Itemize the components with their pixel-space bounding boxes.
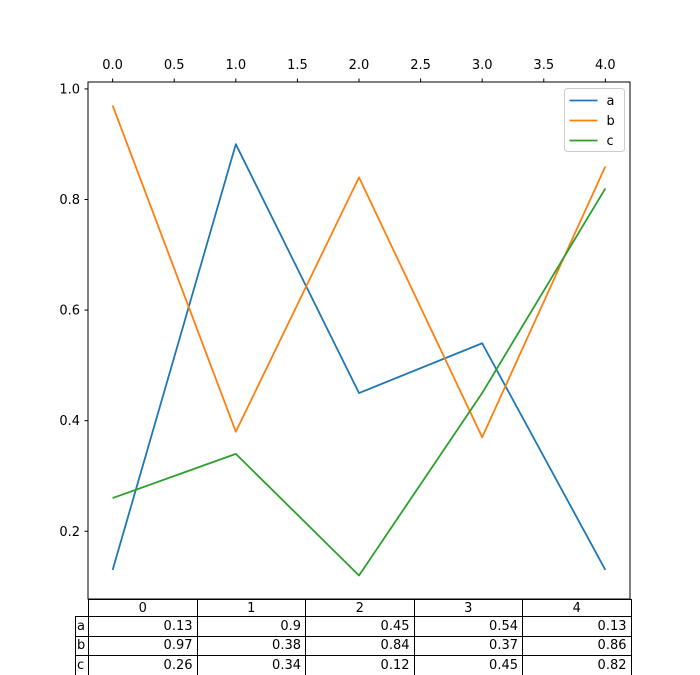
table-cell: 0.84 <box>305 635 415 656</box>
table-cell: 0.86 <box>522 635 632 656</box>
series-line-c <box>112 187 607 577</box>
table-cell: 0.34 <box>196 655 306 675</box>
table-cell: 0.45 <box>413 655 523 675</box>
x-tick-label: 3.0 <box>472 58 493 73</box>
x-tick-label: 1.0 <box>225 58 246 73</box>
series-line-b <box>111 105 607 439</box>
series-line-a <box>111 143 607 571</box>
y-tick-label: 0.6 <box>59 304 80 319</box>
y-tick-label: 0.4 <box>59 414 80 429</box>
table-cell: 0.82 <box>522 655 632 675</box>
y-tick-label: 0.2 <box>59 525 80 540</box>
y-tick-label: 0.8 <box>59 193 80 208</box>
table-row-a: a 0.13 0.9 0.45 0.54 0.13 <box>75 616 632 637</box>
x-tick-label: 1.5 <box>287 58 308 73</box>
y-tick-label: 1.0 <box>59 82 80 97</box>
table-header-cell: 2 <box>305 599 415 617</box>
table-header-cell: 0 <box>88 599 198 617</box>
plot-frame <box>87 81 631 600</box>
table-cell: 0.26 <box>88 655 198 675</box>
x-tick-label: 3.5 <box>533 58 554 73</box>
data-table: 0 1 2 3 4 a 0.13 0.9 0.45 0.54 0.13 b 0.97 0.38 0.84 0.… <box>75 599 632 675</box>
x-tick-label: 2.5 <box>410 58 431 73</box>
table-header-cell: 1 <box>196 599 306 617</box>
chart-value-table: 0 1 2 3 4 a 0.13 0.9 0.45 0.54 0.13 b 0.97 0.38 0.84 0.… <box>75 599 632 675</box>
table-row-label: b <box>75 635 89 656</box>
table-cell: 0.54 <box>413 616 523 637</box>
table-header-cell: 4 <box>522 599 632 617</box>
table-header-cell: 3 <box>413 599 523 617</box>
table-corner-cell <box>76 600 89 617</box>
table-cell: 0.38 <box>196 635 306 656</box>
legend-label-b: b <box>607 114 615 129</box>
table-row-b: b 0.97 0.38 0.84 0.37 0.86 <box>75 635 632 656</box>
table-cell: 0.13 <box>88 616 198 637</box>
legend-label-c: c <box>607 134 614 149</box>
legend-label-a: a <box>607 94 615 109</box>
table-cell: 0.9 <box>196 616 306 637</box>
table-row-c: c 0.26 0.34 0.12 0.45 0.82 <box>75 655 632 675</box>
table-cell: 0.13 <box>522 616 632 637</box>
table-cell: 0.37 <box>413 635 523 656</box>
x-tick-label: 4.0 <box>595 58 616 73</box>
table-cell: 0.97 <box>88 635 198 656</box>
table-row-label: c <box>75 655 89 675</box>
x-tick-label: 0.5 <box>164 58 185 73</box>
table-cell: 0.12 <box>305 655 415 675</box>
table-row-label: a <box>75 616 89 637</box>
table-cell: 0.45 <box>305 616 415 637</box>
x-tick-label: 0.0 <box>102 58 123 73</box>
x-tick-label: 2.0 <box>349 58 370 73</box>
